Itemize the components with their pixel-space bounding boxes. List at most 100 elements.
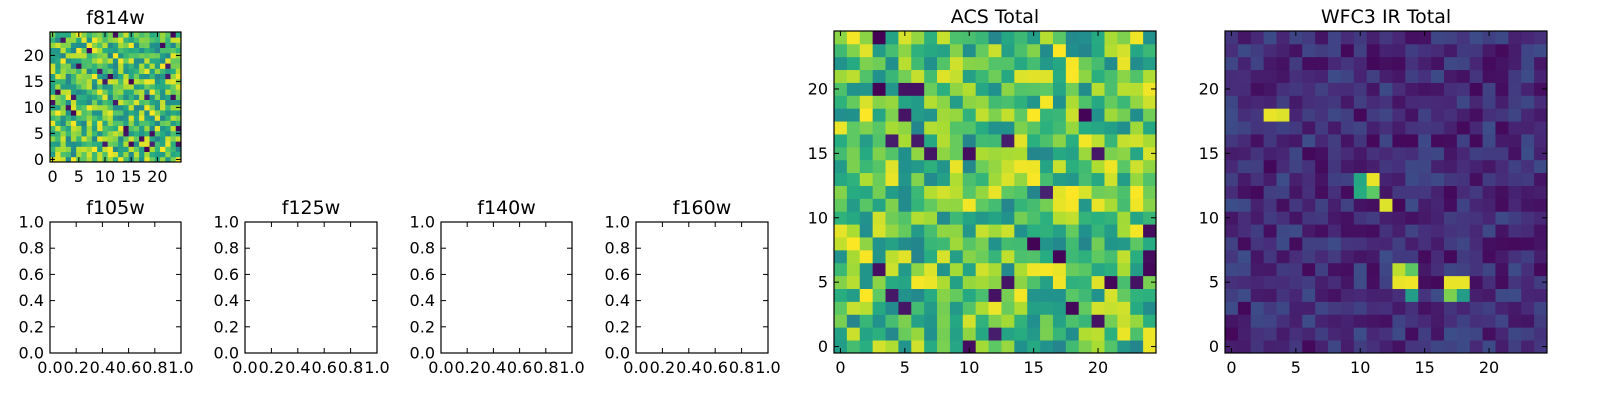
heat-cell bbox=[112, 47, 119, 54]
heat-cell bbox=[1276, 146, 1290, 161]
heat-cell bbox=[1469, 288, 1483, 302]
heat-cell bbox=[1250, 43, 1265, 58]
heat-cell bbox=[1040, 198, 1054, 212]
heat-cell bbox=[76, 73, 82, 80]
heat-cell bbox=[1225, 237, 1239, 251]
x-tick-label: 0.2 bbox=[63, 358, 88, 377]
heat-cell bbox=[846, 82, 861, 96]
heat-cell bbox=[846, 108, 861, 122]
heat-cell bbox=[154, 47, 161, 54]
heat-cell bbox=[1143, 262, 1157, 277]
heat-cell bbox=[1276, 82, 1290, 96]
heat-cell bbox=[149, 84, 156, 90]
heat-cell bbox=[937, 262, 951, 277]
heat-cell bbox=[123, 84, 129, 90]
heat-cell bbox=[859, 288, 874, 302]
heat-cell bbox=[1405, 108, 1419, 122]
heat-cell bbox=[65, 156, 72, 163]
heat-cell bbox=[1014, 327, 1028, 341]
heat-cell bbox=[107, 94, 114, 100]
heat-cell bbox=[170, 84, 177, 90]
heat-cell bbox=[1065, 69, 1080, 83]
heat-cell bbox=[834, 82, 848, 96]
heat-cell bbox=[1052, 314, 1067, 328]
heat-cell bbox=[1091, 249, 1105, 264]
heat-cell bbox=[1027, 185, 1041, 199]
heat-cell bbox=[1130, 301, 1144, 315]
heat-cell bbox=[1534, 198, 1548, 212]
heat-cell bbox=[154, 99, 161, 106]
heat-cell bbox=[1521, 288, 1535, 302]
heat-cell bbox=[1250, 237, 1265, 251]
heat-cell bbox=[1482, 314, 1496, 328]
heat-cell bbox=[885, 108, 899, 122]
heat-cell bbox=[872, 121, 886, 135]
heat-cell bbox=[123, 73, 129, 80]
heat-cell bbox=[149, 94, 156, 100]
heat-cell bbox=[1237, 31, 1252, 45]
heat-cell bbox=[91, 141, 98, 147]
heat-cell bbox=[1521, 108, 1535, 122]
heat-cell bbox=[112, 37, 119, 43]
heat-cell bbox=[144, 78, 150, 85]
heat-cell bbox=[949, 146, 964, 161]
heat-cell bbox=[1289, 275, 1303, 289]
heat-cell bbox=[55, 52, 61, 59]
heat-cell bbox=[1353, 134, 1368, 148]
heat-cell bbox=[1534, 211, 1548, 225]
heat-cell bbox=[988, 159, 1002, 174]
heat-cell bbox=[1366, 108, 1380, 122]
heat-cell bbox=[91, 156, 98, 163]
heat-cell bbox=[1315, 146, 1329, 161]
heat-cell bbox=[911, 237, 925, 251]
heat-cell bbox=[107, 151, 114, 158]
heat-cell bbox=[107, 42, 114, 48]
heat-cell bbox=[1225, 121, 1239, 135]
heat-cell bbox=[70, 151, 77, 158]
heat-cell bbox=[1014, 262, 1028, 277]
heat-cell bbox=[962, 134, 977, 148]
heat-cell bbox=[1469, 237, 1483, 251]
heat-cell bbox=[97, 156, 103, 163]
heat-cell bbox=[149, 125, 156, 132]
heat-cell bbox=[1052, 301, 1067, 315]
heat-cell bbox=[1353, 314, 1368, 328]
heat-cell bbox=[1534, 327, 1548, 341]
heat-cell bbox=[1328, 275, 1342, 289]
chart-title: WFC3 IR Total bbox=[1321, 6, 1451, 28]
heat-cell bbox=[86, 89, 93, 95]
heat-cell bbox=[1340, 134, 1355, 148]
heat-cell bbox=[1117, 95, 1131, 109]
x-tick-label: 10 bbox=[1350, 358, 1370, 377]
heat-cell bbox=[937, 121, 951, 135]
heat-cell bbox=[937, 340, 951, 354]
heat-cell bbox=[1534, 31, 1548, 45]
heat-cell bbox=[1482, 121, 1496, 135]
heat-cell bbox=[160, 125, 166, 132]
heat-cell bbox=[1104, 56, 1118, 71]
heat-cell bbox=[170, 115, 177, 121]
heat-cell bbox=[949, 301, 964, 315]
heat-cell bbox=[175, 58, 182, 64]
heat-cell bbox=[1237, 146, 1252, 161]
heat-cell bbox=[1366, 340, 1380, 354]
heat-cell bbox=[937, 134, 951, 148]
heat-cell bbox=[1482, 159, 1496, 174]
heat-cell bbox=[128, 37, 135, 43]
x-tick-label: 0.6 bbox=[702, 358, 727, 377]
heat-cell bbox=[1027, 249, 1041, 264]
heat-cell bbox=[97, 58, 103, 64]
y-tick-label: 10 bbox=[1199, 208, 1219, 227]
heat-cell bbox=[160, 141, 166, 147]
heat-cell bbox=[118, 146, 124, 152]
heat-cell bbox=[175, 120, 182, 126]
heat-cell bbox=[975, 95, 989, 109]
heat-cell bbox=[924, 82, 938, 96]
heat-cell bbox=[834, 95, 848, 109]
heat-cell bbox=[123, 32, 129, 38]
heat-cell bbox=[885, 159, 899, 174]
heat-cell bbox=[154, 104, 161, 111]
heat-cell bbox=[81, 78, 88, 85]
heat-cell bbox=[1405, 56, 1419, 71]
heat-cell bbox=[1225, 198, 1239, 212]
